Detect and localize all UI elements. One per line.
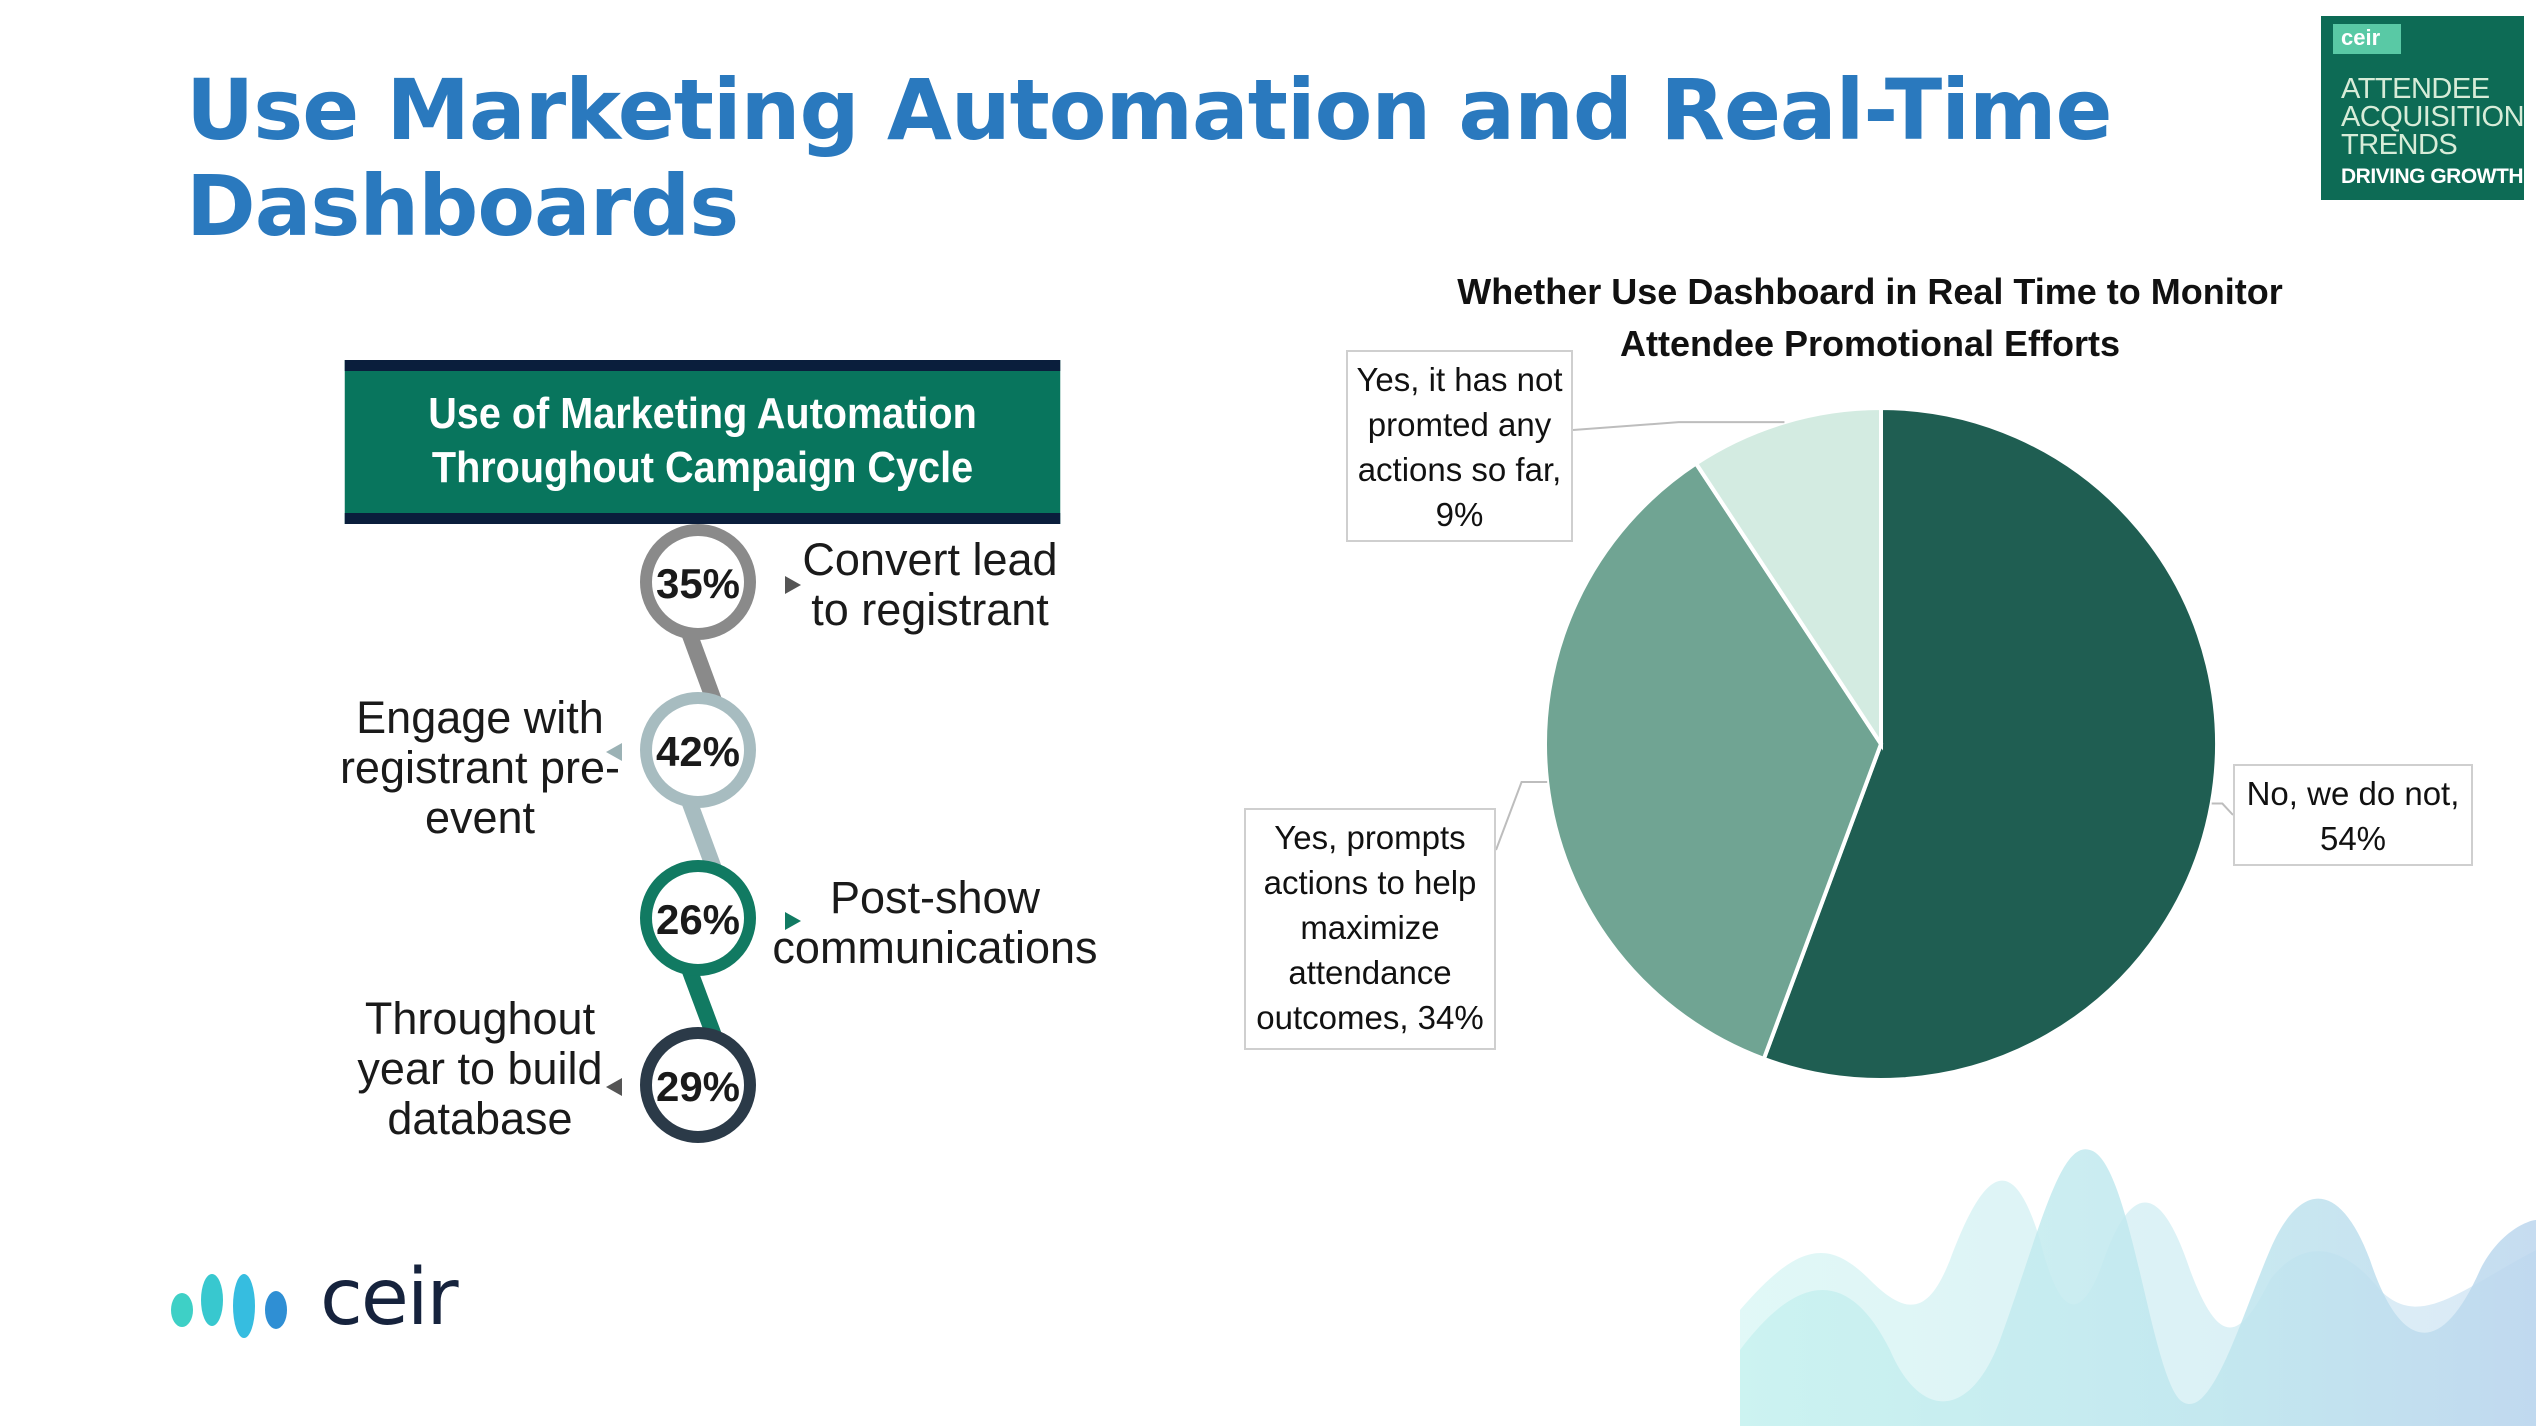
chain-connector — [680, 627, 724, 709]
badge-line-3: TRENDS — [2341, 129, 2458, 161]
pie-slice — [1761, 405, 2219, 1082]
step-value: 35% — [656, 560, 740, 607]
callout-line: Yes, prompts — [1274, 819, 1466, 856]
step-label-line: registrant pre- — [339, 742, 621, 793]
callout-line: promted any — [1367, 406, 1552, 443]
callout-line: 9% — [1435, 496, 1484, 533]
step-ring — [640, 860, 756, 976]
step-label-line: database — [387, 1093, 573, 1144]
step-label-line: year to build — [357, 1043, 603, 1094]
callout-line: attendance — [1288, 954, 1452, 991]
step-value: 26% — [656, 896, 740, 943]
report-badge: ceir ATTENDEE ACQUISITION TRENDS DRIVING… — [2321, 16, 2524, 200]
step-label-engage: Engage with registrant pre- event — [330, 693, 630, 843]
pie-callout-yes-prompts: Yes, prompts actions to help maximize at… — [1244, 808, 1496, 1050]
step-label-postshow: Post-show communications — [770, 873, 1100, 973]
pie-slice — [1693, 405, 1883, 751]
step-value: 42% — [656, 728, 740, 775]
pie-callout-yes-no-action: Yes, it has not promted any actions so f… — [1346, 350, 1573, 542]
step-ring — [640, 524, 756, 640]
badge-line-1: ATTENDEE — [2341, 73, 2490, 105]
step-arrow-icon — [785, 576, 801, 594]
step-arrow-icon — [606, 743, 622, 761]
callout-leader-line — [1495, 781, 1548, 851]
pie-chart-title: Whether Use Dashboard in Real Time to Mo… — [1380, 266, 2360, 370]
pie-callout-no: No, we do not, 54% — [2233, 764, 2473, 866]
pie-title-line: Attendee Promotional Efforts — [1619, 323, 2121, 364]
step-label-line: communications — [772, 922, 1098, 973]
decorative-waves — [1740, 1149, 2536, 1426]
step-ring — [640, 1027, 756, 1143]
step-label-throughout: Throughout year to build database — [340, 994, 620, 1144]
callout-leader-line — [2211, 802, 2234, 816]
badge-brand: ceir — [2333, 24, 2401, 54]
step-label-line: Convert lead — [802, 534, 1058, 585]
callout-leader-line — [1572, 421, 1785, 431]
badge-tagline: DRIVING GROWTH — [2341, 165, 2524, 188]
step-label-line: to registrant — [811, 584, 1049, 635]
callout-line: maximize — [1300, 909, 1440, 946]
step-label-line: Throughout — [364, 993, 596, 1044]
step-value: 29% — [656, 1063, 740, 1110]
badge-line-2: ACQUISITION — [2341, 101, 2524, 133]
callout-line: Yes, it has not — [1356, 361, 1563, 398]
step-label-line: Engage with — [356, 692, 604, 743]
step-label-line: Post-show — [829, 872, 1041, 923]
callout-line: No, we do not, — [2246, 775, 2460, 812]
infographic-title: Use of Marketing Automation Throughout C… — [344, 360, 1061, 524]
callout-line: outcomes, 34% — [1256, 999, 1484, 1036]
callout-line: actions so far, — [1357, 451, 1562, 488]
logo-text: ceir — [320, 1253, 459, 1343]
step-arrow-icon — [785, 912, 801, 930]
step-ring — [640, 692, 756, 808]
ceir-logo-icon — [171, 1274, 287, 1338]
pie-title-line: Whether Use Dashboard in Real Time to Mo… — [1457, 271, 2283, 312]
chain-connector — [680, 963, 724, 1044]
chain-connector — [680, 795, 724, 877]
slide-title: Use Marketing Automation and Real-Time D… — [186, 61, 2113, 255]
callout-line: 54% — [2319, 820, 2387, 857]
callout-line: actions to help — [1263, 864, 1477, 901]
step-label-convert: Convert lead to registrant — [790, 535, 1070, 635]
step-arrow-icon — [606, 1078, 622, 1096]
pie-slice — [1543, 460, 1884, 1062]
step-label-line: event — [424, 792, 536, 843]
